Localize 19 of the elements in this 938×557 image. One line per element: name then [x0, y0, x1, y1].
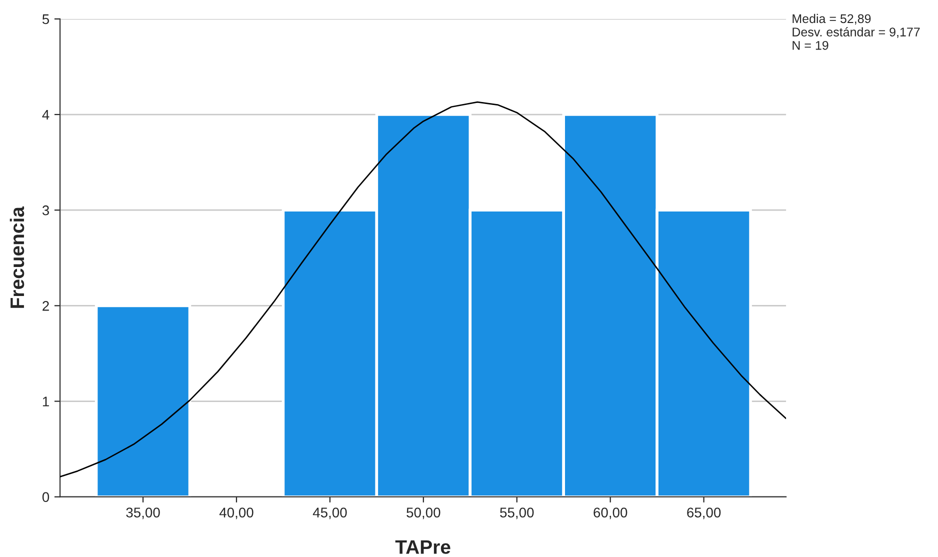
y-tick-label: 1	[42, 396, 49, 406]
y-tick-label: 5	[42, 14, 50, 24]
text: Media = 52,89	[792, 14, 871, 25]
x-tick-label: 50,00	[406, 508, 440, 520]
x-tick-label: 65,00	[687, 508, 721, 520]
y-tick-label: 2	[42, 301, 49, 311]
y-tick-label: 4	[42, 110, 50, 120]
x-tick-label: 40,00	[219, 508, 254, 520]
x-tick-label: 55,00	[500, 508, 534, 520]
x-tick-label: 60,00	[594, 508, 628, 520]
y-axis-title: Frecuencia	[10, 206, 24, 308]
x-axis-title: TAPre	[395, 540, 450, 554]
x-tick-label: 35,00	[126, 508, 160, 520]
x-tick-label: 45,00	[312, 508, 347, 520]
y-tick-label: 0	[42, 492, 50, 502]
y-tick-label: 3	[42, 205, 50, 216]
line-series	[60, 101, 786, 478]
text: N = 19	[792, 40, 828, 50]
text: Desv. estándar = 9,177	[792, 27, 920, 38]
